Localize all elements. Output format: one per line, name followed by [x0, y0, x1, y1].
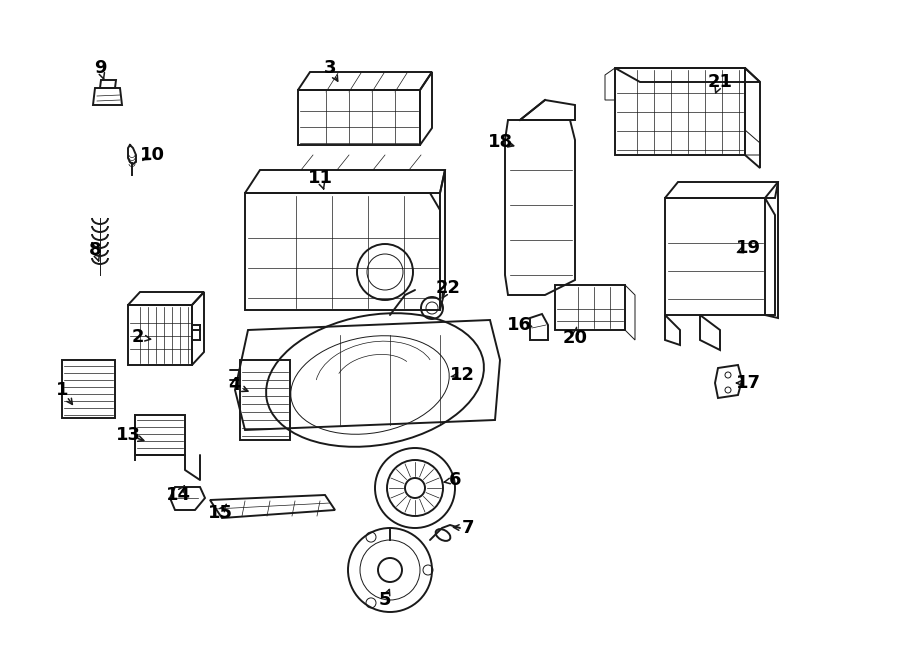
Text: 21: 21 — [707, 73, 733, 91]
Text: 14: 14 — [166, 486, 191, 504]
Text: 20: 20 — [562, 329, 588, 347]
Text: 6: 6 — [449, 471, 461, 489]
Text: 10: 10 — [140, 146, 165, 164]
Text: 17: 17 — [735, 374, 760, 392]
Text: 1: 1 — [56, 381, 68, 399]
Text: 5: 5 — [379, 591, 392, 609]
Text: 12: 12 — [449, 366, 474, 384]
Text: 19: 19 — [735, 239, 760, 257]
Text: 13: 13 — [115, 426, 140, 444]
Text: 7: 7 — [462, 519, 474, 537]
Text: 18: 18 — [488, 133, 513, 151]
Text: 11: 11 — [308, 169, 332, 187]
Text: 2: 2 — [131, 328, 144, 346]
Text: 4: 4 — [228, 376, 240, 394]
Text: 8: 8 — [89, 241, 102, 259]
Text: 9: 9 — [94, 59, 106, 77]
Text: 3: 3 — [324, 59, 337, 77]
Text: 15: 15 — [208, 504, 232, 522]
Text: 16: 16 — [507, 316, 532, 334]
Text: 22: 22 — [436, 279, 461, 297]
